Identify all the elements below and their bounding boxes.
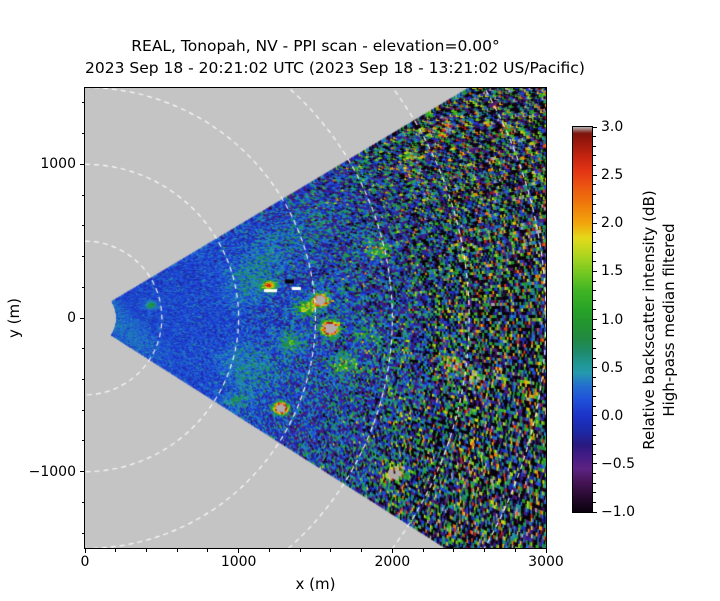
x-minor-tick bbox=[115, 549, 117, 552]
colorbar-tick-label: 2.5 bbox=[601, 167, 624, 184]
x-tick bbox=[84, 549, 86, 553]
y-tick bbox=[80, 471, 84, 473]
y-tick-label: 1000 bbox=[40, 156, 76, 173]
x-minor-tick bbox=[330, 549, 332, 552]
y-minor-tick bbox=[81, 133, 84, 135]
colorbar-minor-tick bbox=[593, 232, 596, 234]
colorbar-minor-tick bbox=[593, 309, 596, 311]
x-minor-tick bbox=[361, 549, 363, 552]
plot-subtitle: 2023 Sep 18 - 20:21:02 UTC (2023 Sep 18 … bbox=[85, 59, 585, 77]
colorbar-minor-tick bbox=[593, 261, 596, 263]
y-minor-tick bbox=[81, 256, 84, 258]
x-tick bbox=[238, 549, 240, 553]
colorbar-tick-label: 1.0 bbox=[601, 311, 624, 328]
colorbar-minor-tick bbox=[593, 155, 596, 157]
x-minor-tick bbox=[176, 549, 178, 552]
colorbar-tick-label: −1.0 bbox=[601, 504, 635, 520]
colorbar-minor-tick bbox=[593, 357, 596, 359]
x-axis-label: x (m) bbox=[295, 575, 336, 593]
colorbar-label: Relative backscatter intensity (dB) High… bbox=[639, 190, 679, 449]
colorbar-tick bbox=[593, 367, 597, 369]
colorbar-minor-tick bbox=[593, 299, 596, 301]
colorbar-minor-tick bbox=[593, 290, 596, 292]
colorbar-minor-tick bbox=[593, 338, 596, 340]
x-minor-tick bbox=[453, 549, 455, 552]
y-minor-tick bbox=[81, 102, 84, 104]
ppi-scan-canvas bbox=[85, 88, 546, 548]
colorbar-tick bbox=[593, 174, 597, 176]
x-tick-label: 1000 bbox=[220, 554, 257, 570]
colorbar-minor-tick bbox=[593, 492, 596, 494]
y-minor-tick bbox=[81, 225, 84, 227]
y-tick bbox=[80, 163, 84, 165]
y-minor-tick bbox=[81, 409, 84, 411]
colorbar-minor-tick bbox=[593, 444, 596, 446]
x-minor-tick bbox=[299, 549, 301, 552]
y-minor-tick bbox=[81, 440, 84, 442]
colorbar-tick-label: 2.0 bbox=[601, 215, 624, 232]
colorbar-tick-label: 0.0 bbox=[601, 407, 624, 424]
y-minor-tick bbox=[81, 286, 84, 288]
colorbar-minor-tick bbox=[593, 145, 596, 147]
colorbar-tick bbox=[593, 463, 597, 465]
colorbar-minor-tick bbox=[593, 251, 596, 253]
colorbar-minor-tick bbox=[593, 203, 596, 205]
colorbar-minor-tick bbox=[593, 396, 596, 397]
x-tick-label: 2000 bbox=[374, 554, 411, 570]
colorbar-minor-tick bbox=[593, 193, 596, 195]
colorbar-gradient bbox=[573, 127, 592, 512]
x-minor-tick bbox=[422, 549, 424, 552]
x-minor-tick bbox=[484, 549, 486, 552]
colorbar-label-line2: High-pass median filtered bbox=[660, 223, 678, 417]
y-minor-tick bbox=[81, 532, 84, 534]
colorbar-tick bbox=[593, 270, 597, 272]
colorbar-minor-tick bbox=[593, 386, 596, 388]
colorbar-tick bbox=[593, 319, 597, 320]
colorbar-minor-tick bbox=[593, 136, 596, 138]
colorbar-tick bbox=[593, 222, 597, 224]
colorbar-tick-label: 1.5 bbox=[601, 263, 624, 280]
y-tick-label: −1000 bbox=[28, 463, 76, 480]
y-tick-label: 0 bbox=[67, 310, 76, 326]
y-tick bbox=[80, 317, 84, 319]
y-minor-tick bbox=[81, 501, 84, 503]
colorbar-tick-label: −0.5 bbox=[601, 455, 635, 472]
colorbar-minor-tick bbox=[593, 482, 596, 484]
x-tick bbox=[545, 549, 547, 553]
colorbar-minor-tick bbox=[593, 424, 596, 426]
colorbar-tick bbox=[593, 415, 597, 417]
colorbar-minor-tick bbox=[593, 376, 596, 378]
x-minor-tick bbox=[514, 549, 516, 552]
colorbar-minor-tick bbox=[593, 184, 596, 186]
colorbar-minor-tick bbox=[593, 501, 596, 503]
colorbar-minor-tick bbox=[593, 242, 596, 243]
colorbar-frame bbox=[572, 126, 593, 513]
colorbar-minor-tick bbox=[593, 347, 596, 349]
colorbar-tick-label: 0.5 bbox=[601, 359, 624, 376]
plot-axes-frame bbox=[84, 87, 547, 549]
y-minor-tick bbox=[81, 348, 84, 350]
y-minor-tick bbox=[81, 378, 84, 380]
colorbar-minor-tick bbox=[593, 165, 596, 166]
colorbar-minor-tick bbox=[593, 280, 596, 282]
x-minor-tick bbox=[207, 549, 209, 552]
x-tick bbox=[391, 549, 393, 553]
colorbar-minor-tick bbox=[593, 434, 596, 436]
x-minor-tick bbox=[268, 549, 270, 552]
x-tick-label: 3000 bbox=[528, 554, 564, 570]
colorbar-minor-tick bbox=[593, 453, 596, 455]
colorbar-label-line1: Relative backscatter intensity (dB) bbox=[640, 190, 658, 450]
x-minor-tick bbox=[145, 549, 147, 552]
colorbar-minor-tick bbox=[593, 328, 596, 330]
plot-title: REAL, Tonopah, NV - PPI scan - elevation… bbox=[131, 37, 500, 55]
colorbar-tick-label: 3.0 bbox=[601, 119, 624, 135]
colorbar-minor-tick bbox=[593, 213, 596, 215]
colorbar-tick bbox=[593, 511, 597, 513]
colorbar-tick bbox=[593, 126, 597, 128]
colorbar-minor-tick bbox=[593, 405, 596, 407]
colorbar-minor-tick bbox=[593, 473, 596, 474]
y-minor-tick bbox=[81, 194, 84, 196]
x-tick-label: 0 bbox=[80, 554, 90, 570]
